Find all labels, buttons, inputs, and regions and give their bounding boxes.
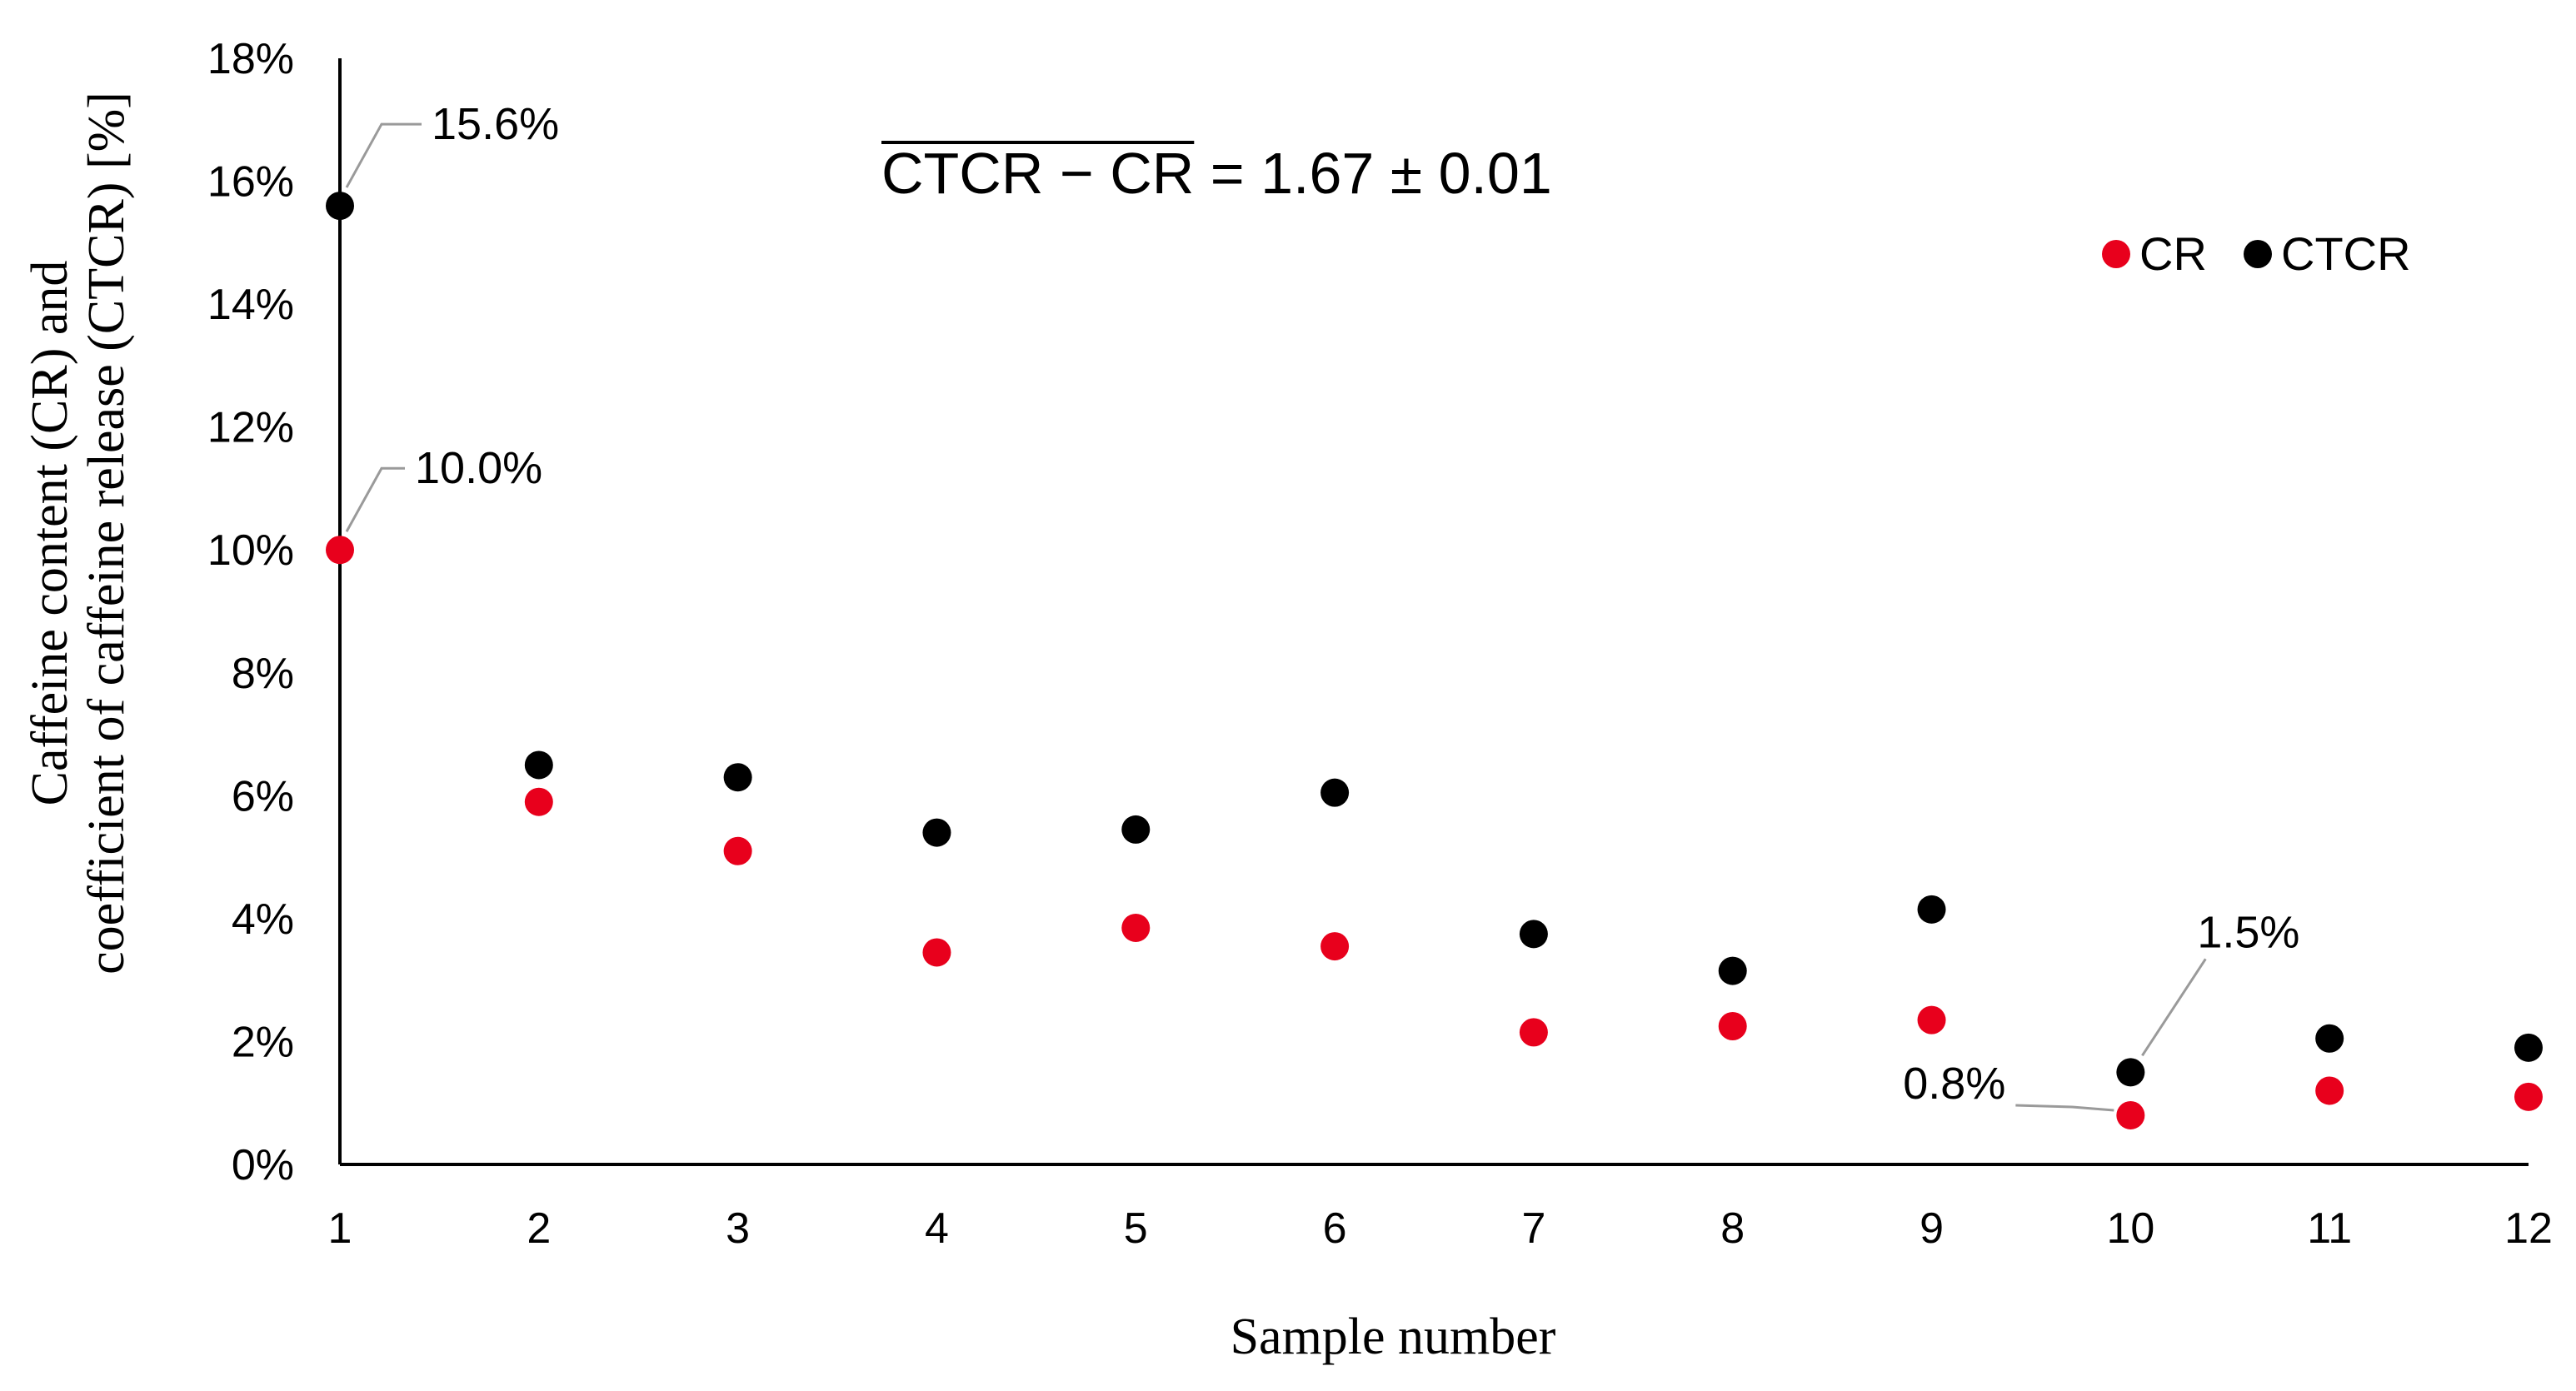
point-ctcr bbox=[524, 750, 553, 780]
point-cr bbox=[1519, 1018, 1548, 1047]
axes bbox=[338, 58, 2529, 1166]
y-axis-title-line-1: Caffeine content (CR) and bbox=[22, 261, 78, 806]
point-ctcr bbox=[922, 818, 951, 847]
formula-overlined-part: CTCR − CR bbox=[881, 141, 1194, 206]
point-ctcr bbox=[2315, 1024, 2344, 1053]
point-ctcr bbox=[723, 763, 752, 792]
point-ctcr bbox=[2514, 1033, 2543, 1062]
point-cr bbox=[723, 836, 752, 865]
x-tick-label: 12 bbox=[2504, 1204, 2553, 1253]
data-label-cr: 10.0% bbox=[415, 443, 542, 493]
data-label-cr: 0.8% bbox=[1903, 1059, 2005, 1109]
y-tick-label: 6% bbox=[232, 772, 294, 820]
point-cr bbox=[1718, 1012, 1747, 1040]
y-tick-label: 0% bbox=[232, 1141, 294, 1189]
point-cr bbox=[524, 787, 553, 816]
y-tick-label: 16% bbox=[207, 158, 294, 207]
data-points bbox=[326, 192, 2543, 1129]
label-leader-line bbox=[345, 466, 405, 532]
y-tick-label: 4% bbox=[232, 895, 294, 944]
point-ctcr bbox=[1917, 895, 1946, 924]
y-axis-title: Caffeine content (CR) and coefficient of… bbox=[22, 92, 135, 975]
y-tick-label: 10% bbox=[207, 526, 294, 575]
point-cr bbox=[1320, 932, 1350, 961]
label-leader-line bbox=[2141, 958, 2207, 1057]
point-cr bbox=[1121, 913, 1151, 942]
point-cr bbox=[2514, 1082, 2543, 1111]
formula-text: CTCR − CR = 1.67 ± 0.01 bbox=[881, 141, 1552, 206]
x-tick-label: 2 bbox=[527, 1204, 551, 1253]
legend: CR CTCR bbox=[2102, 227, 2411, 280]
point-ctcr bbox=[1121, 815, 1151, 844]
data-labels: 15.6% 10.0% 1.5% 0.8% bbox=[415, 99, 2299, 1109]
point-cr bbox=[922, 938, 951, 967]
y-tick-label: 18% bbox=[207, 35, 294, 83]
x-tick-label: 9 bbox=[1920, 1204, 1944, 1253]
legend-label-ctcr: CTCR bbox=[2281, 227, 2411, 280]
y-tick-label: 14% bbox=[207, 281, 294, 329]
legend-label-cr: CR bbox=[2139, 227, 2207, 280]
data-label-leaders bbox=[345, 122, 2207, 1112]
data-label-ctcr: 1.5% bbox=[2197, 907, 2299, 957]
y-axis-title-line-2: coefficient of caffeine release (CTCR) [… bbox=[78, 92, 135, 975]
x-tick-label: 7 bbox=[1521, 1204, 1545, 1253]
x-axis-title: Sample number bbox=[1231, 1309, 1556, 1365]
y-tick-label: 8% bbox=[232, 650, 294, 698]
point-cr bbox=[2315, 1076, 2344, 1105]
point-ctcr bbox=[326, 192, 354, 221]
point-ctcr bbox=[2116, 1058, 2145, 1087]
legend-marker-cr bbox=[2102, 240, 2130, 268]
formula-annotation: CTCR − CR = 1.67 ± 0.01 bbox=[881, 141, 1552, 206]
point-ctcr bbox=[1519, 920, 1548, 949]
x-tick-label: 4 bbox=[925, 1204, 949, 1253]
x-tick-label: 6 bbox=[1323, 1204, 1347, 1253]
x-tick-label: 11 bbox=[2307, 1204, 2352, 1253]
x-tick-labels: 1 2 3 4 5 6 7 8 9 10 11 12 bbox=[328, 1204, 2553, 1253]
point-cr bbox=[1917, 1005, 1946, 1035]
point-ctcr bbox=[1320, 778, 1350, 807]
point-ctcr bbox=[1718, 956, 1747, 985]
formula-value: = 1.67 ± 0.01 bbox=[1194, 141, 1552, 206]
point-cr bbox=[326, 536, 354, 565]
y-tick-label: 12% bbox=[207, 404, 294, 452]
point-cr bbox=[2116, 1100, 2145, 1129]
legend-marker-ctcr bbox=[2244, 240, 2272, 268]
x-tick-label: 8 bbox=[1720, 1204, 1745, 1253]
data-label-ctcr: 15.6% bbox=[432, 99, 559, 149]
x-tick-label: 5 bbox=[1124, 1204, 1148, 1253]
label-leader-line bbox=[345, 122, 422, 188]
x-tick-label: 10 bbox=[2106, 1204, 2154, 1253]
y-tick-label: 2% bbox=[232, 1018, 294, 1066]
x-tick-label: 1 bbox=[328, 1204, 352, 1253]
y-tick-labels: 0% 2% 4% 6% 8% 10% 12% 14% 16% 18% bbox=[207, 35, 294, 1189]
label-leader-line bbox=[2015, 1104, 2114, 1112]
x-tick-label: 3 bbox=[726, 1204, 750, 1253]
